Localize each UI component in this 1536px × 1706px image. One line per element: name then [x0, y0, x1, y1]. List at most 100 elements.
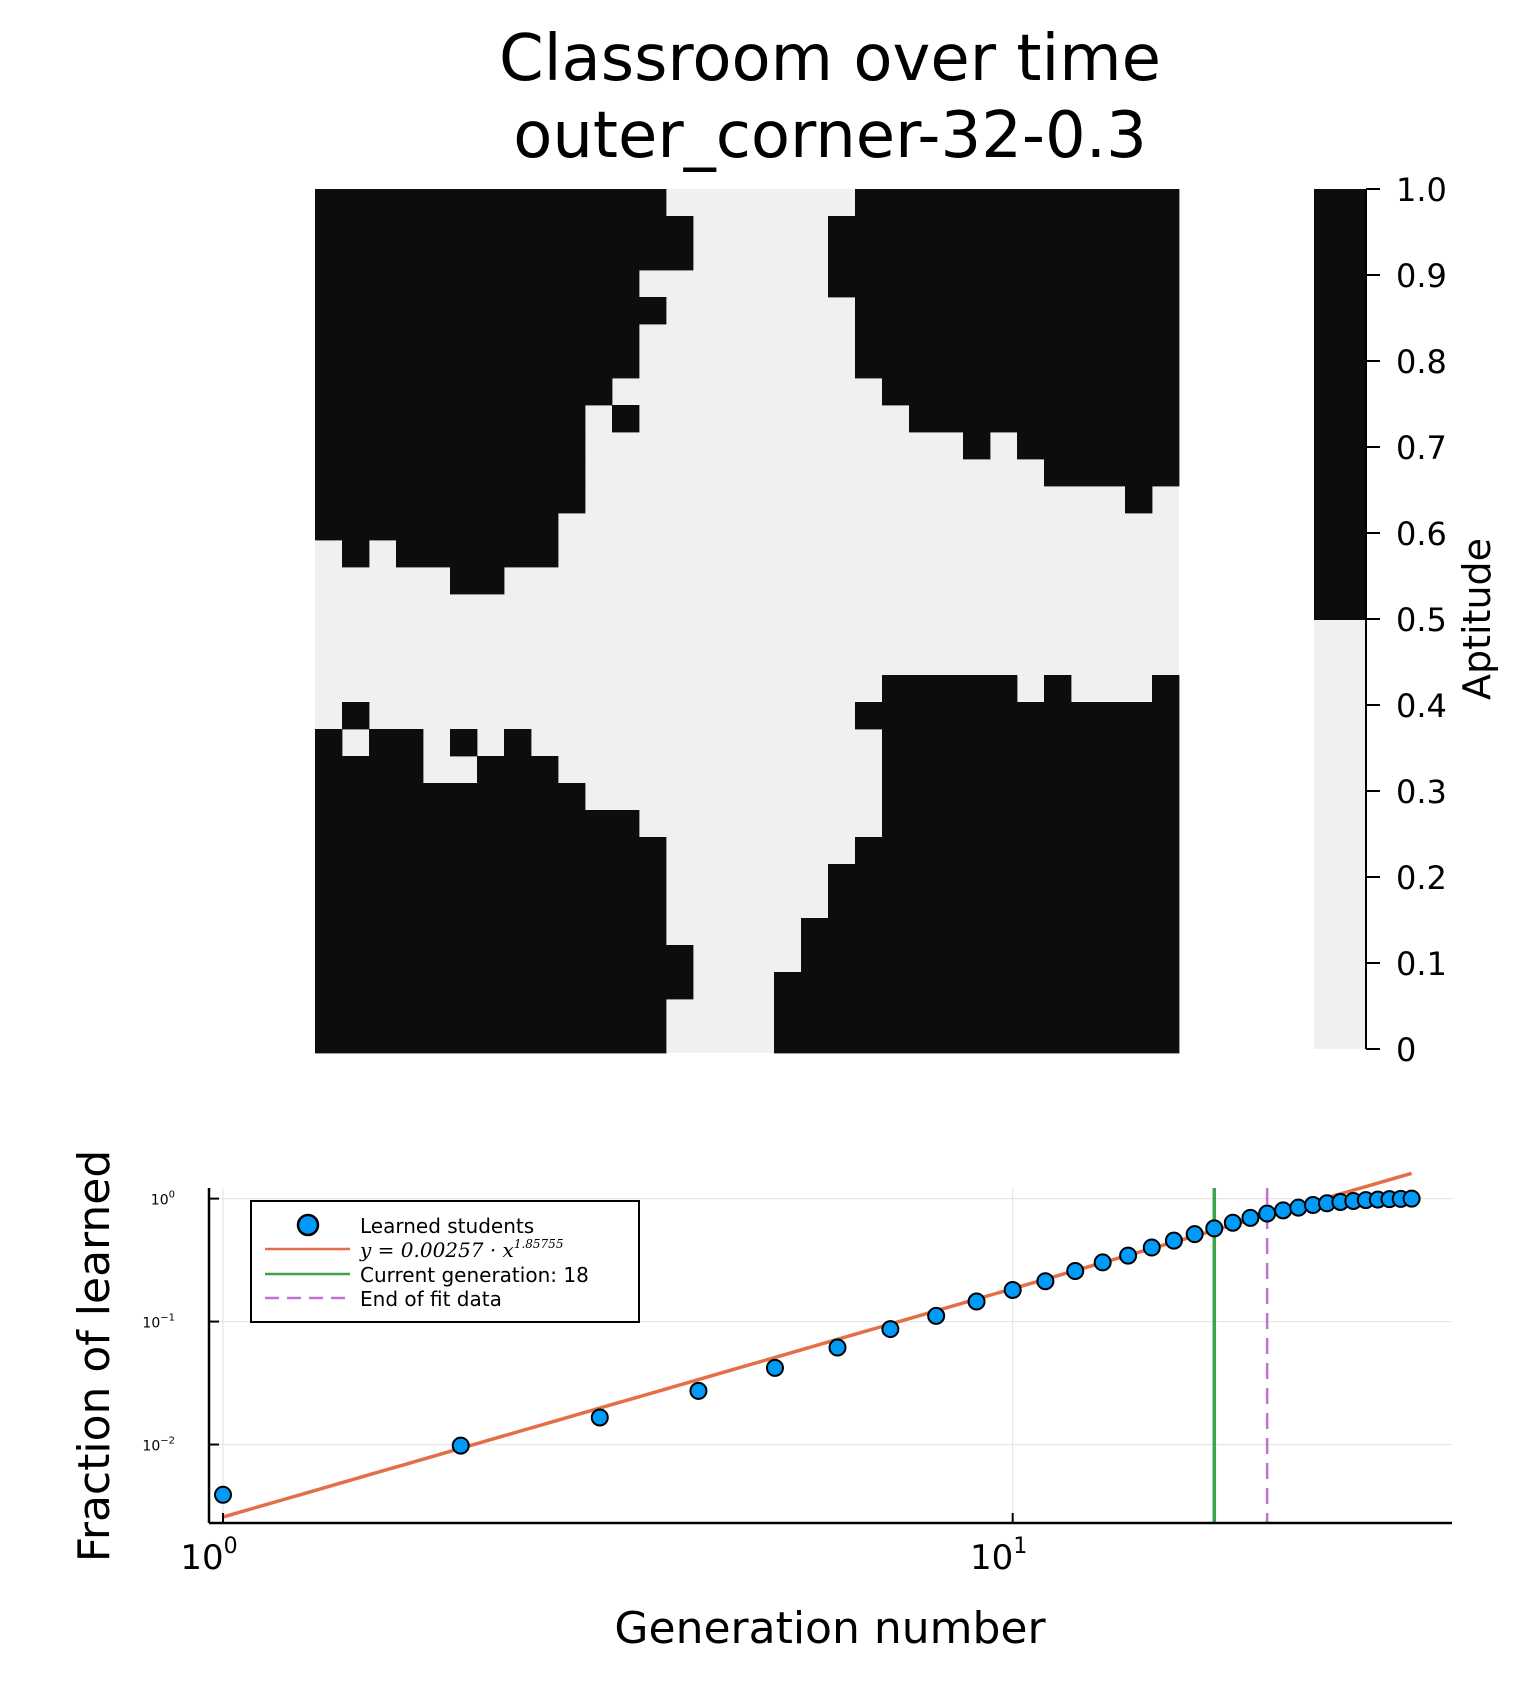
data-point — [1036, 1272, 1055, 1291]
heatmap-cell-run — [315, 837, 667, 865]
heatmap-cell-run — [828, 243, 1180, 271]
data-point — [1258, 1204, 1277, 1223]
heatmap-cell-run — [801, 918, 1180, 946]
colorbar-high-band — [1314, 189, 1366, 620]
heatmap-cell-run — [1152, 675, 1180, 703]
heatmap-cell-run — [315, 891, 667, 919]
colorbar-low-band — [1314, 620, 1366, 1049]
data-point — [1289, 1198, 1308, 1217]
heatmap-cell-run — [774, 972, 1180, 1000]
heatmap-cell-run — [1125, 486, 1153, 514]
data-point — [1066, 1262, 1085, 1281]
heatmap-cell-run — [828, 270, 1180, 298]
x-axis-label: Generation number — [614, 1603, 1046, 1654]
heatmap-cell-run — [450, 729, 478, 757]
legend-label-learned-students: Learned students — [360, 1214, 534, 1238]
y-tick-label: 10−2 — [142, 1436, 175, 1455]
heatmap-cell-run — [315, 405, 586, 433]
heatmap-cell-run — [828, 891, 1180, 919]
heatmap-cell-run — [315, 324, 640, 352]
heatmap-cell-run — [882, 783, 1180, 811]
data-point — [881, 1320, 900, 1339]
colorbar-tick-label: 0.4 — [1396, 687, 1447, 725]
data-point — [1003, 1280, 1022, 1299]
data-point — [1093, 1253, 1112, 1272]
legend: Learned students y = 0.00257 · x1.85755 … — [250, 1200, 640, 1323]
heatmap-cell-run — [315, 216, 694, 244]
data-point — [1274, 1201, 1293, 1220]
data-point — [1402, 1189, 1421, 1208]
data-point — [590, 1408, 609, 1427]
heatmap-subtitle: outer_corner-32-0.3 — [513, 99, 1147, 173]
legend-box — [250, 1200, 640, 1323]
heatmap-cell-run — [315, 864, 667, 892]
legend-label-current-generation: Current generation: 18 — [360, 1263, 589, 1287]
heatmap-cell-run — [342, 540, 370, 568]
data-point — [1185, 1225, 1204, 1244]
colorbar-tick-label: 0.7 — [1396, 429, 1447, 467]
data-point — [214, 1485, 233, 1504]
data-point — [1164, 1231, 1183, 1250]
heatmap-cell-run — [882, 675, 1018, 703]
y-tick-labels: 100 10−1 10−2 — [142, 1190, 219, 1455]
heatmap-cell-run — [315, 999, 667, 1027]
heatmap-cell-run — [1044, 675, 1072, 703]
heatmap-cell-run — [315, 378, 613, 406]
heatmap-cell-run — [855, 351, 1180, 379]
heatmap-cell-run — [315, 459, 586, 487]
colorbar-tick-label: 0.9 — [1396, 257, 1447, 295]
heatmap-cell-run — [504, 729, 532, 757]
colorbar-tick-label: 1.0 — [1396, 171, 1447, 209]
data-point — [1223, 1213, 1242, 1232]
data-point — [927, 1306, 946, 1325]
heatmap-cell-run — [828, 864, 1180, 892]
heatmap-cell-run — [315, 351, 640, 379]
heatmap-title: Classroom over time — [499, 22, 1161, 96]
heatmap-cell-run — [315, 243, 694, 271]
heatmap-cell-run — [315, 189, 667, 217]
y-tick-label: 10−1 — [142, 1313, 175, 1332]
heatmap-cell-run — [882, 756, 1180, 784]
heatmap-cell-run — [855, 702, 1180, 730]
colorbar: 0 0.1 0.2 0.3 0.4 0.5 0.6 0.7 0.8 0.9 1.0 Aptitude — [1314, 171, 1499, 1069]
heatmap-cell-run — [882, 729, 1180, 757]
colorbar-tick-label: 0.2 — [1396, 859, 1447, 897]
heatmap-cell-run — [855, 297, 1180, 325]
heatmap-cell-run — [315, 945, 694, 973]
heatmap-cell-run — [855, 324, 1180, 352]
heatmap-cell-run — [342, 702, 370, 730]
legend-label-end-of-fit: End of fit data — [360, 1287, 502, 1311]
colorbar-tick-label: 0.6 — [1396, 515, 1447, 553]
colorbar-tick-label: 0 — [1396, 1031, 1416, 1069]
heatmap-cell-run — [315, 270, 640, 298]
legend-fit-exponent: 1.85755 — [514, 1237, 564, 1251]
heatmap-cell-run — [882, 378, 1180, 406]
heatmap-cell-run — [1017, 432, 1180, 460]
heatmap-cell-run — [1044, 459, 1180, 487]
data-point — [689, 1381, 708, 1400]
heatmap-cell-run — [774, 1026, 1180, 1054]
legend-label-fit: y = 0.00257 · x1.85755 — [359, 1237, 563, 1262]
data-point — [828, 1338, 847, 1357]
legend-fit-formula: y = 0.00257 · x — [359, 1238, 514, 1262]
heatmap-cell-run — [315, 972, 694, 1000]
heatmap-cell-run — [801, 945, 1180, 973]
colorbar-tick-label: 0.8 — [1396, 343, 1447, 381]
heatmap-cell-run — [477, 756, 559, 784]
heatmap-cell-run — [855, 837, 1180, 865]
colorbar-label: Aptitude — [1455, 538, 1499, 700]
data-point — [1142, 1238, 1161, 1257]
data-point — [967, 1292, 986, 1311]
heatmap-cell-run — [612, 405, 640, 433]
colorbar-tick-label: 0.5 — [1396, 601, 1447, 639]
heatmap-cell-run — [774, 999, 1180, 1027]
heatmap-cell-run — [450, 567, 505, 595]
colorbar-tick-label: 0.3 — [1396, 773, 1447, 811]
y-axis-label: Fraction of learned — [69, 1150, 120, 1562]
heatmap-cell-run — [963, 432, 991, 460]
learned-students-markers — [214, 1189, 1421, 1504]
data-point — [1241, 1208, 1260, 1227]
heatmap-cell-run — [315, 432, 586, 460]
x-tick-label: 100 — [180, 1534, 237, 1578]
